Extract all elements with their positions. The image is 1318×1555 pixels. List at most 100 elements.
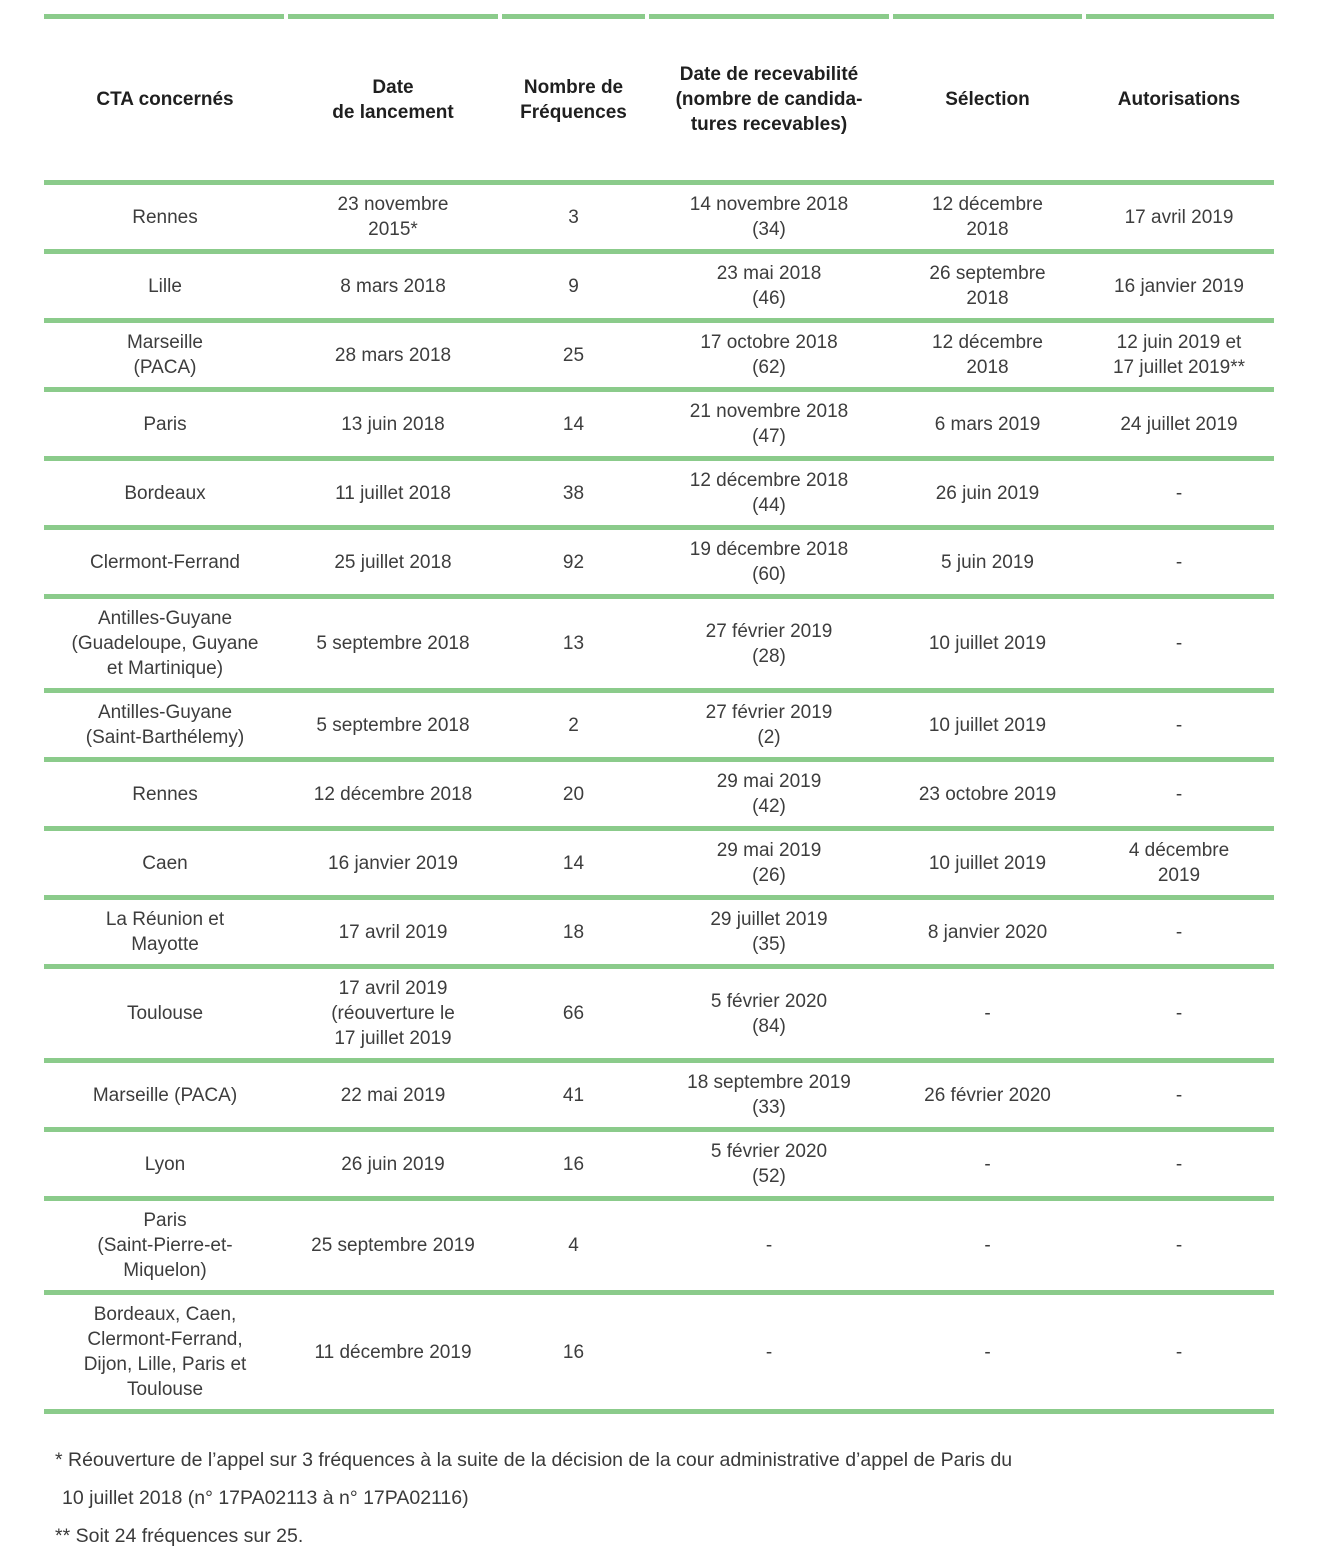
cell-cta: Bordeaux [44, 458, 286, 530]
cell-selection: - [891, 1129, 1084, 1201]
table-row: Antilles-Guyane (Saint-Barthélemy) 5 sept… [44, 690, 1274, 762]
cell-lancement: 28 mars 2018 [286, 320, 500, 392]
cell-frequences: 4 [500, 1198, 647, 1295]
cell-autorisations: - [1084, 897, 1274, 969]
cell-lancement: 5 septembre 2018 [286, 596, 500, 693]
cell-autorisations: - [1084, 966, 1274, 1063]
cell-cta: Clermont-Ferrand [44, 527, 286, 599]
column-divider-tick [1082, 14, 1086, 19]
column-divider-tick [284, 14, 288, 19]
table-row: La Réunion et Mayotte 17 avril 2019 18 29 j… [44, 897, 1274, 969]
cell-cta: Marseille (PACA) [44, 320, 286, 392]
cell-lancement: 17 avril 2019 [286, 897, 500, 969]
footnote-asterisk-line1: * Réouverture de l’appel sur 3 fréquence… [55, 1449, 1013, 1471]
table-row: Lyon 26 juin 2019 16 5 février 2020 (52) - - [44, 1129, 1274, 1201]
table-body: Rennes 23 novembre 2015* 3 14 novembre 2018… [44, 182, 1274, 1414]
cell-frequences: 13 [500, 596, 647, 693]
cell-selection: 10 juillet 2019 [891, 690, 1084, 762]
header-autorisations: Autorisations [1084, 14, 1274, 185]
cell-selection: 26 juin 2019 [891, 458, 1084, 530]
cell-frequences: 92 [500, 527, 647, 599]
cell-lancement: 22 mai 2019 [286, 1060, 500, 1132]
cell-cta: Paris (Saint-Pierre-et- Miquelon) [44, 1198, 286, 1295]
cell-lancement: 11 juillet 2018 [286, 458, 500, 530]
cell-frequences: 38 [500, 458, 647, 530]
cell-cta: Antilles-Guyane (Guadeloupe, Guyane et M… [44, 596, 286, 693]
cell-lancement: 26 juin 2019 [286, 1129, 500, 1201]
cell-frequences: 18 [500, 897, 647, 969]
cell-cta: Rennes [44, 182, 286, 254]
document-page: CTA concernés Date de lancement Nombre d… [0, 14, 1318, 1555]
cell-autorisations: 24 juillet 2019 [1084, 389, 1274, 461]
cell-recevabilite: 18 septembre 2019 (33) [647, 1060, 891, 1132]
cell-selection: - [891, 1198, 1084, 1295]
footnote-double-asterisk: ** Soit 24 fréquences sur 25. [55, 1525, 304, 1547]
cell-recevabilite: 17 octobre 2018 (62) [647, 320, 891, 392]
cell-selection: - [891, 1292, 1084, 1414]
cell-selection: 23 octobre 2019 [891, 759, 1084, 831]
header-row: CTA concernés Date de lancement Nombre d… [44, 14, 1274, 185]
cell-cta: Toulouse [44, 966, 286, 1063]
column-divider-tick [889, 14, 893, 19]
cell-lancement: 11 décembre 2019 [286, 1292, 500, 1414]
cell-frequences: 14 [500, 828, 647, 900]
cell-recevabilite: 19 décembre 2018 (60) [647, 527, 891, 599]
cell-frequences: 16 [500, 1129, 647, 1201]
cell-cta: Caen [44, 828, 286, 900]
table-row: Marseille (PACA) 22 mai 2019 41 18 septembr… [44, 1060, 1274, 1132]
footnote-asterisk-line2: 10 juillet 2018 (n° 17PA02113 à n° 17PA0… [62, 1487, 469, 1509]
cell-autorisations: - [1084, 1198, 1274, 1295]
cell-lancement: 23 novembre 2015* [286, 182, 500, 254]
cell-autorisations: 12 juin 2019 et 17 juillet 2019** [1084, 320, 1274, 392]
cell-selection: 8 janvier 2020 [891, 897, 1084, 969]
cell-recevabilite: 29 juillet 2019 (35) [647, 897, 891, 969]
cell-frequences: 3 [500, 182, 647, 254]
table-row: Bordeaux, Caen, Clermont-Ferrand, Dijon,… [44, 1292, 1274, 1414]
cell-frequences: 9 [500, 251, 647, 323]
header-frequences: Nombre de Fréquences [500, 14, 647, 185]
cell-selection: 12 décembre 2018 [891, 182, 1084, 254]
cell-lancement: 16 janvier 2019 [286, 828, 500, 900]
table-header: CTA concernés Date de lancement Nombre d… [44, 14, 1274, 185]
cell-cta: La Réunion et Mayotte [44, 897, 286, 969]
cell-autorisations: - [1084, 458, 1274, 530]
cell-frequences: 66 [500, 966, 647, 1063]
cell-frequences: 16 [500, 1292, 647, 1414]
cell-lancement: 25 septembre 2019 [286, 1198, 500, 1295]
cell-selection: 26 février 2020 [891, 1060, 1084, 1132]
cell-recevabilite: 29 mai 2019 (26) [647, 828, 891, 900]
cell-autorisations: - [1084, 1292, 1274, 1414]
cell-cta: Lyon [44, 1129, 286, 1201]
cell-recevabilite: 5 février 2020 (52) [647, 1129, 891, 1201]
cell-recevabilite: 27 février 2019 (2) [647, 690, 891, 762]
cell-lancement: 13 juin 2018 [286, 389, 500, 461]
cell-autorisations: - [1084, 1060, 1274, 1132]
cell-cta: Rennes [44, 759, 286, 831]
cell-cta: Antilles-Guyane (Saint-Barthélemy) [44, 690, 286, 762]
cell-autorisations: - [1084, 690, 1274, 762]
cell-frequences: 2 [500, 690, 647, 762]
cell-cta: Marseille (PACA) [44, 1060, 286, 1132]
cell-lancement: 8 mars 2018 [286, 251, 500, 323]
cell-recevabilite: 5 février 2020 (84) [647, 966, 891, 1063]
cell-lancement: 25 juillet 2018 [286, 527, 500, 599]
cell-autorisations: 17 avril 2019 [1084, 182, 1274, 254]
cell-selection: 12 décembre 2018 [891, 320, 1084, 392]
cell-recevabilite: 12 décembre 2018 (44) [647, 458, 891, 530]
cell-selection: 10 juillet 2019 [891, 596, 1084, 693]
frequency-calls-table: CTA concernés Date de lancement Nombre d… [44, 14, 1274, 1414]
header-cta: CTA concernés [44, 14, 286, 185]
cell-autorisations: - [1084, 527, 1274, 599]
cell-recevabilite: - [647, 1292, 891, 1414]
cell-selection: - [891, 966, 1084, 1063]
cell-lancement: 5 septembre 2018 [286, 690, 500, 762]
cell-recevabilite: - [647, 1198, 891, 1295]
cell-autorisations: - [1084, 596, 1274, 693]
header-recevabilite: Date de recevabilité (nombre de candida-… [647, 14, 891, 185]
table-row: Rennes 23 novembre 2015* 3 14 novembre 2018… [44, 182, 1274, 254]
table-row: Marseille (PACA) 28 mars 2018 25 17 octobre… [44, 320, 1274, 392]
cell-selection: 26 septembre 2018 [891, 251, 1084, 323]
table-row: Paris (Saint-Pierre-et- Miquelon) 25 sept… [44, 1198, 1274, 1295]
cell-cta: Lille [44, 251, 286, 323]
cell-frequences: 25 [500, 320, 647, 392]
